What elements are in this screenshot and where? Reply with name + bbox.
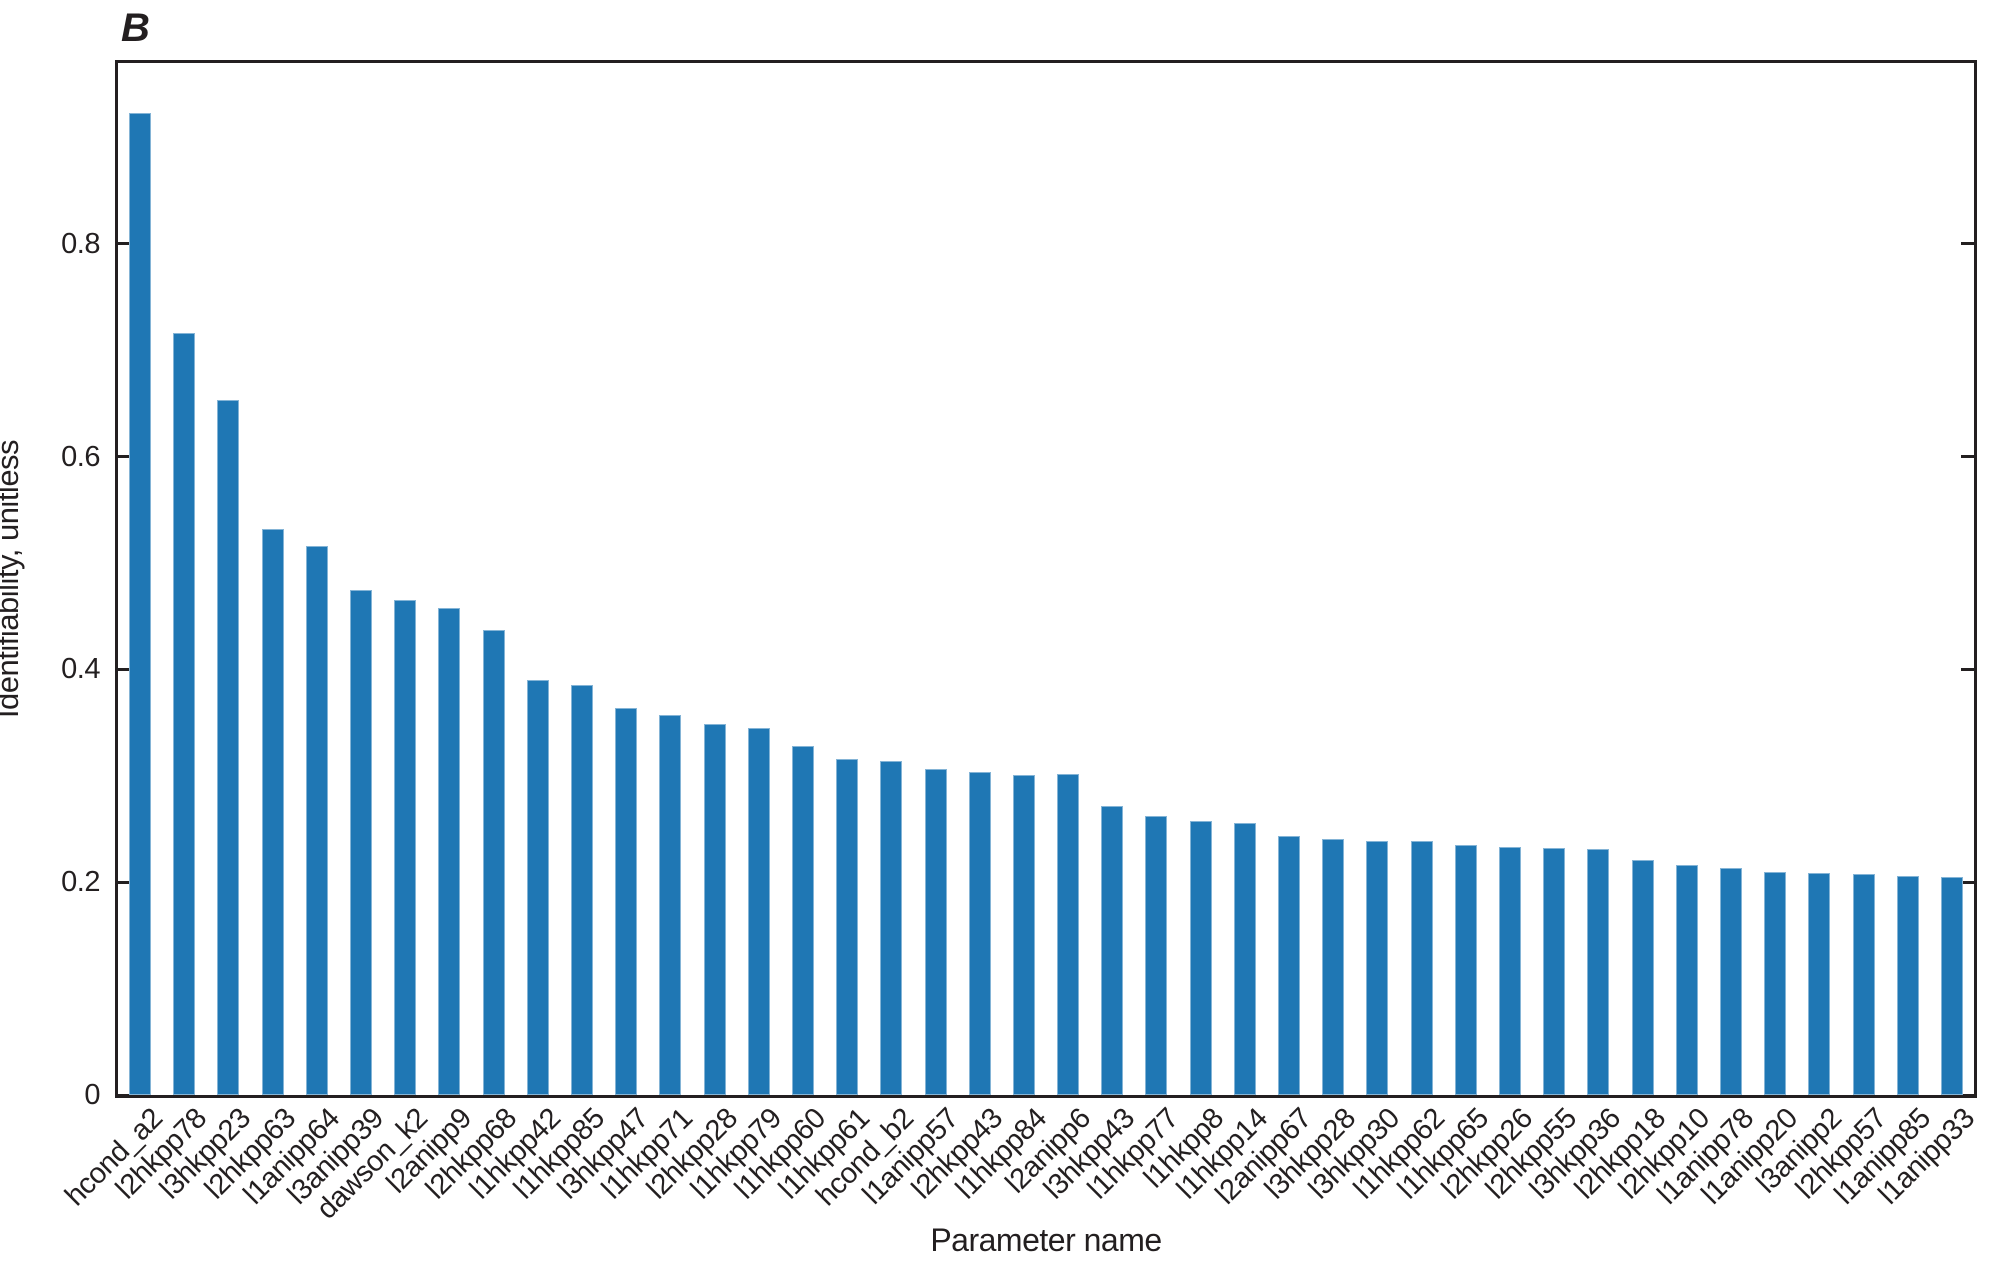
y-tick-mark-right bbox=[1961, 1093, 1974, 1097]
bar bbox=[482, 630, 505, 1095]
y-tick-mark-right bbox=[1961, 242, 1974, 246]
bar bbox=[747, 727, 770, 1095]
bar bbox=[1719, 868, 1742, 1095]
bar bbox=[438, 607, 461, 1095]
bar bbox=[394, 600, 417, 1095]
bar bbox=[1764, 871, 1787, 1095]
bar bbox=[1499, 847, 1521, 1095]
bar bbox=[968, 771, 991, 1095]
bar bbox=[1940, 876, 1963, 1095]
y-tick-mark-right bbox=[1961, 667, 1974, 671]
x-axis-title: Parameter name bbox=[930, 1222, 1162, 1258]
y-tick-label: 0.8 bbox=[61, 227, 100, 260]
axis-spine-left bbox=[115, 60, 118, 1098]
y-tick-mark-right bbox=[1961, 455, 1974, 459]
axis-spine-bottom bbox=[115, 1095, 1977, 1098]
bar bbox=[1896, 875, 1919, 1095]
bar bbox=[1189, 820, 1212, 1095]
y-tick-label: 0 bbox=[84, 1079, 100, 1111]
bar bbox=[1101, 805, 1124, 1095]
bar bbox=[615, 707, 638, 1095]
bar bbox=[1631, 859, 1654, 1095]
y-tick-label: 0.6 bbox=[61, 440, 100, 473]
bar bbox=[880, 760, 903, 1095]
y-tick-mark bbox=[118, 1093, 131, 1097]
axis-spine-top bbox=[115, 60, 1977, 63]
bar bbox=[1410, 840, 1433, 1095]
bar bbox=[173, 333, 196, 1095]
bar bbox=[659, 715, 682, 1095]
bar bbox=[1366, 840, 1389, 1095]
y-tick-mark-right bbox=[1961, 880, 1974, 884]
bar bbox=[1543, 848, 1566, 1095]
y-tick-mark bbox=[118, 667, 131, 671]
bar bbox=[1454, 844, 1477, 1095]
bar bbox=[305, 546, 328, 1095]
bar bbox=[924, 769, 947, 1095]
bar bbox=[836, 758, 859, 1095]
bar bbox=[703, 723, 726, 1095]
bar bbox=[1278, 836, 1301, 1095]
bar bbox=[571, 685, 593, 1095]
bar bbox=[1852, 873, 1875, 1095]
bar bbox=[129, 113, 152, 1095]
y-tick-label: 0.4 bbox=[61, 653, 100, 686]
y-tick-label: 0.2 bbox=[61, 866, 100, 899]
y-tick-mark bbox=[118, 455, 131, 459]
y-tick-mark bbox=[118, 880, 131, 884]
bar bbox=[791, 746, 814, 1095]
bar bbox=[526, 680, 549, 1095]
bar bbox=[261, 528, 284, 1095]
bar bbox=[1057, 773, 1080, 1095]
bar bbox=[1808, 872, 1831, 1095]
bar bbox=[217, 400, 240, 1095]
bar bbox=[1322, 838, 1345, 1095]
axis-spine-right bbox=[1974, 60, 1977, 1098]
bar bbox=[1675, 865, 1698, 1095]
bar bbox=[1012, 774, 1035, 1095]
bar bbox=[350, 589, 373, 1095]
bar bbox=[1233, 822, 1256, 1095]
y-tick-mark bbox=[118, 242, 131, 246]
panel-label: B bbox=[121, 6, 150, 50]
bar bbox=[1587, 849, 1610, 1095]
bar bbox=[1145, 816, 1168, 1095]
